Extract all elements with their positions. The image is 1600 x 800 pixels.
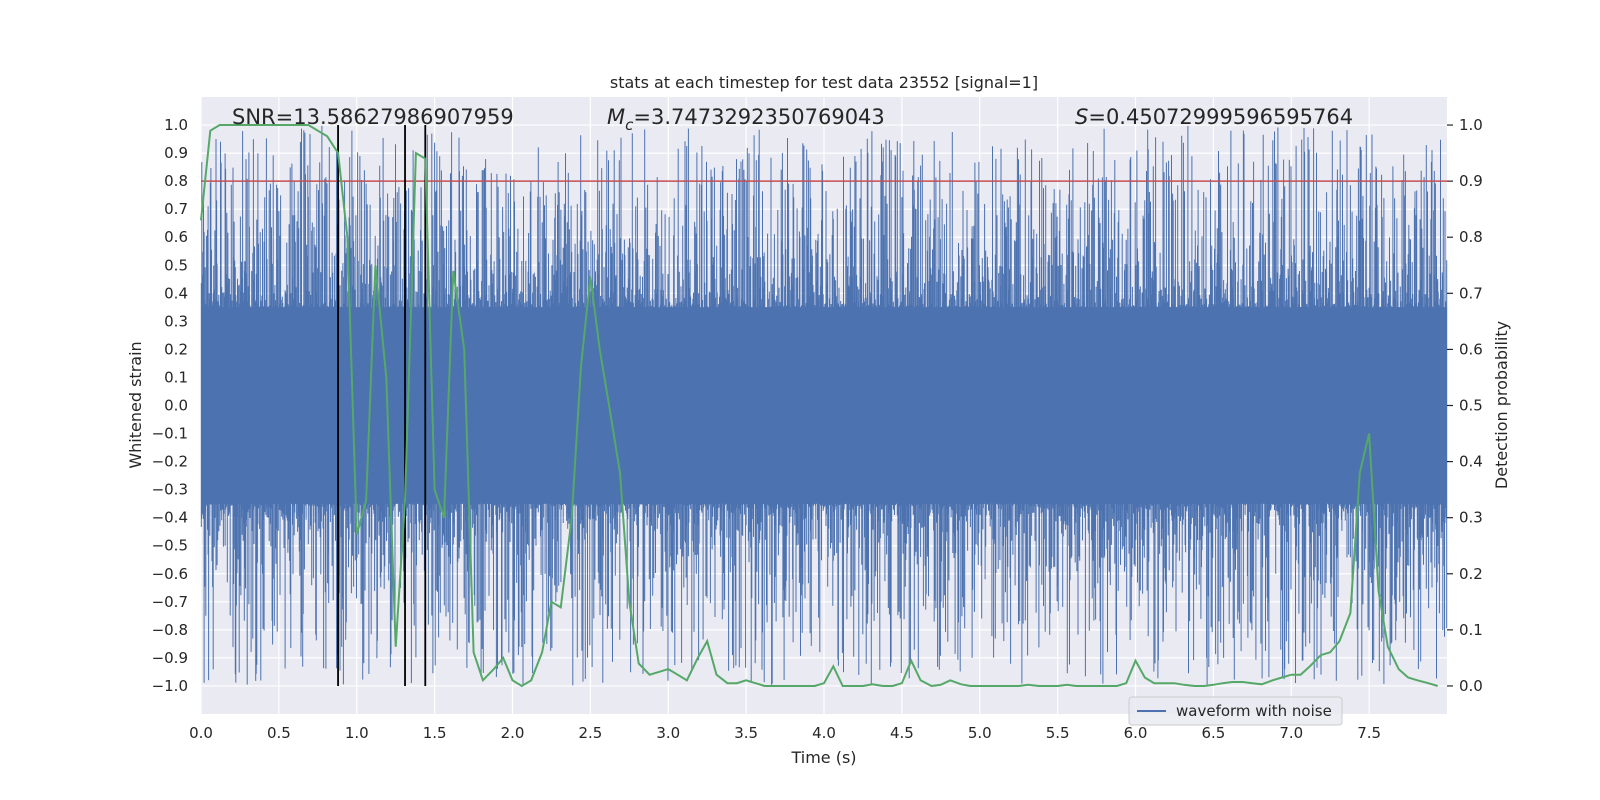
legend: waveform with noise — [1128, 696, 1343, 726]
y2-tick-label: 0.9 — [1459, 172, 1483, 190]
y-tick-label: 0.6 — [164, 228, 188, 246]
y-tick-label: −0.3 — [152, 481, 188, 499]
y2-axis-label: Detection probability — [1492, 321, 1511, 489]
y2-tick-label: 0.0 — [1459, 677, 1483, 695]
y-axis-ticks: 1.0 0.9 0.8 0.7 0.6 0.5 0.4 0.3 0.2 0.1 0.0 −0.1 −0.… — [152, 116, 188, 695]
legend-box — [1128, 696, 1343, 726]
y-tick-label: −1.0 — [152, 677, 188, 695]
x-tick-label: 5.0 — [968, 724, 992, 742]
x-tick-label: 7.5 — [1357, 724, 1381, 742]
x-tick-label: 3.5 — [734, 724, 758, 742]
y-tick-label: −0.8 — [152, 621, 188, 639]
mc-subscript: c — [625, 116, 634, 134]
y2-tick-label: 0.6 — [1459, 340, 1483, 358]
y-tick-label: 0.3 — [164, 312, 188, 330]
y-axis-label: Whitened strain — [126, 341, 145, 468]
x-tick-label: 4.5 — [890, 724, 914, 742]
y-tick-label: −0.4 — [152, 509, 188, 527]
s-value: =0.45072999596595764 — [1088, 105, 1353, 129]
y-tick-label: 0.8 — [164, 172, 188, 190]
y-tick-label: 1.0 — [164, 116, 188, 134]
y-tick-label: 0.2 — [164, 340, 188, 358]
chart-title: stats at each timestep for test data 235… — [610, 73, 1038, 92]
snr-annotation: SNR=13.58627986907959 — [232, 105, 514, 129]
y-tick-label: −0.2 — [152, 453, 188, 471]
x-tick-label: 4.0 — [812, 724, 836, 742]
x-tick-label: 0.5 — [267, 724, 291, 742]
y2-tick-label: 0.2 — [1459, 565, 1483, 583]
legend-label-waveform: waveform with noise — [1176, 702, 1332, 720]
mc-annotation: Mc=3.7473292350769043 — [607, 105, 885, 134]
y2-axis-ticks: 1.0 0.9 0.8 0.7 0.6 0.5 0.4 0.3 0.2 0.1 0.0 — [1447, 116, 1483, 695]
y-tick-label: 0.4 — [164, 284, 188, 302]
y2-tick-label: 0.8 — [1459, 228, 1483, 246]
x-axis-label: Time (s) — [790, 748, 856, 767]
s-annotation: S=0.45072999596595764 — [1075, 105, 1353, 129]
x-tick-label: 3.0 — [656, 724, 680, 742]
y2-tick-label: 0.4 — [1459, 453, 1483, 471]
y-tick-label: −0.5 — [152, 537, 188, 555]
series-detection-probability — [200, 124, 1438, 688]
x-tick-label: 7.0 — [1279, 724, 1303, 742]
y-tick-label: 0.5 — [164, 256, 188, 274]
y-tick-label: −0.6 — [152, 565, 188, 583]
mc-value: =3.7473292350769043 — [633, 105, 884, 129]
x-axis-ticks: 0.0 0.5 1.0 1.5 2.0 2.5 3.0 3.5 4.0 4.5 5.0 5.5 6.0 6… — [189, 724, 1381, 742]
y-tick-label: 0.0 — [164, 397, 188, 415]
s-symbol: S — [1075, 105, 1088, 129]
x-tick-label: 6.5 — [1201, 724, 1225, 742]
y-tick-label: −0.9 — [152, 649, 188, 667]
y-tick-label: −0.7 — [152, 593, 188, 611]
y2-tick-label: 0.3 — [1459, 509, 1483, 527]
x-tick-label: 1.5 — [423, 724, 447, 742]
x-tick-label: 5.5 — [1046, 724, 1070, 742]
y-tick-label: −0.1 — [152, 425, 188, 443]
y-tick-label: 0.7 — [164, 200, 188, 218]
x-tick-label: 0.0 — [189, 724, 213, 742]
mc-symbol: M — [607, 105, 625, 129]
y2-tick-label: 0.1 — [1459, 621, 1483, 639]
y2-tick-label: 0.5 — [1459, 397, 1483, 415]
x-tick-label: 6.0 — [1124, 724, 1148, 742]
x-tick-label: 2.5 — [578, 724, 602, 742]
waveform-trace — [200, 125, 1448, 686]
vertical-marker-lines — [337, 125, 427, 686]
x-tick-label: 1.0 — [345, 724, 369, 742]
y2-tick-label: 0.7 — [1459, 284, 1483, 302]
x-tick-label: 2.0 — [501, 724, 525, 742]
y-tick-label: 0.1 — [164, 368, 188, 386]
y-tick-label: 0.9 — [164, 144, 188, 162]
y2-tick-label: 1.0 — [1459, 116, 1483, 134]
